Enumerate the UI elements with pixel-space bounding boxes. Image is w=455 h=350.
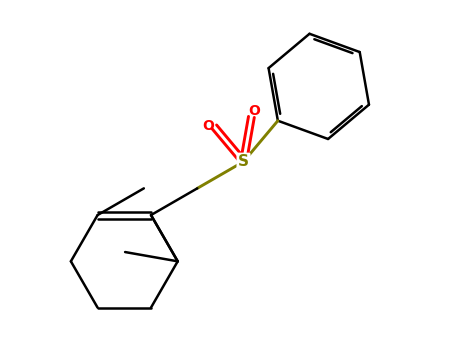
Text: O: O — [248, 104, 260, 118]
Text: O: O — [202, 119, 214, 133]
Text: S: S — [238, 154, 249, 169]
